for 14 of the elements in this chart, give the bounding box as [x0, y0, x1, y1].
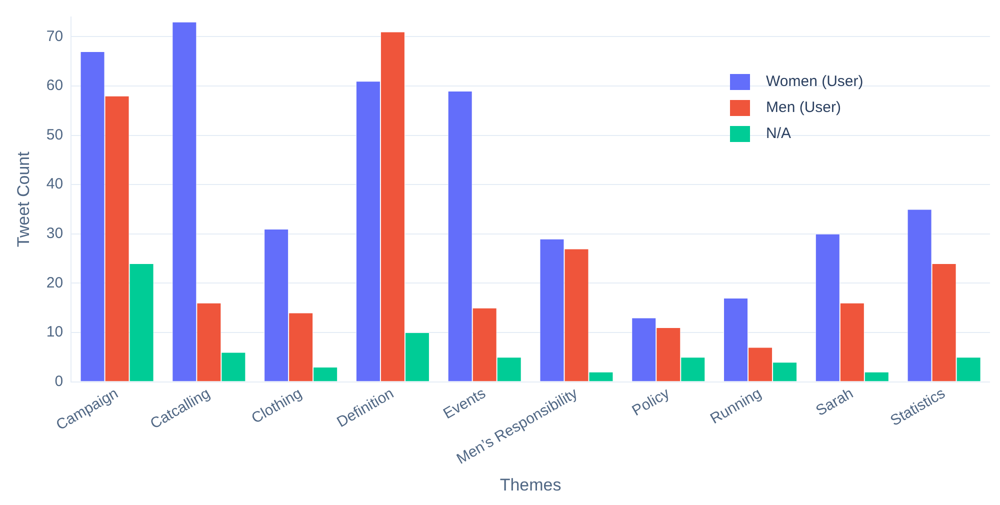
- y-tick-label: 60: [46, 77, 64, 94]
- legend-label: Women (User): [766, 73, 864, 90]
- x-tick-label: Sarah: [813, 384, 856, 420]
- y-tick-label: 40: [46, 176, 64, 193]
- y-tick-label: 30: [46, 225, 64, 242]
- y-tick-label: 10: [46, 324, 64, 341]
- legend-label: Men (User): [766, 99, 842, 116]
- x-axis-title: Themes: [500, 475, 562, 494]
- y-tick-label: 50: [46, 126, 64, 144]
- y-tick-label: 0: [54, 372, 64, 390]
- y-axis-title: Tweet Count: [14, 151, 33, 248]
- y-tick-label: 20: [46, 274, 64, 292]
- y-tick-label: 70: [46, 28, 64, 45]
- legend-label: N/A: [766, 125, 792, 142]
